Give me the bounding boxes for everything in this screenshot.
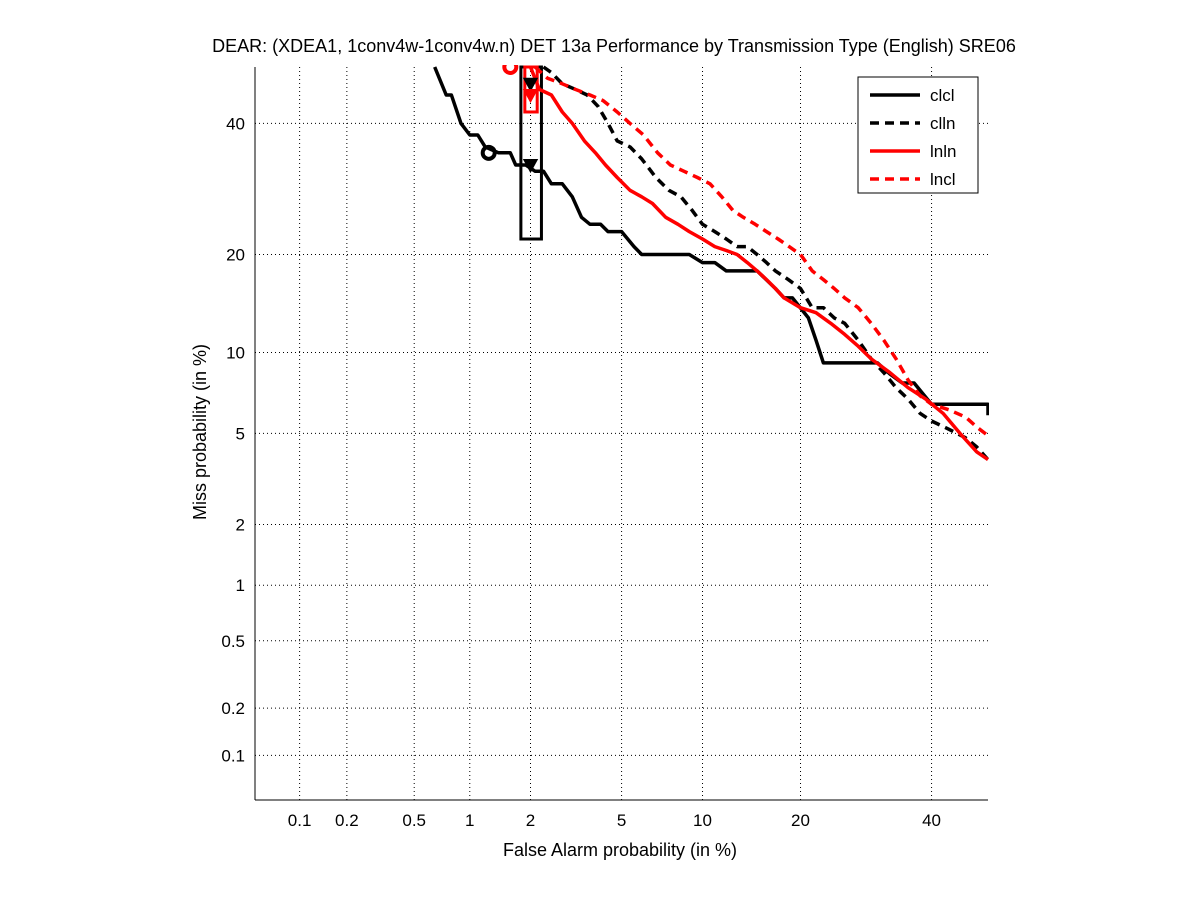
legend-label-clcl: clcl (930, 86, 955, 105)
chart-title: DEAR: (XDEA1, 1conv4w-1conv4w.n) DET 13a… (212, 36, 1016, 56)
x-tick-label: 10 (693, 811, 712, 830)
y-tick-label: 0.2 (221, 699, 245, 718)
y-tick-label: 10 (226, 343, 245, 362)
marker-lncl-triangle (522, 88, 539, 104)
x-tick-label: 0.5 (402, 811, 426, 830)
y-tick-label: 2 (236, 515, 245, 534)
legend-label-lncl: lncl (930, 170, 956, 189)
x-tick-label: 20 (791, 811, 810, 830)
y-tick-label: 5 (236, 424, 245, 443)
legend-label-clln: clln (930, 114, 956, 133)
series-line-clln (542, 65, 989, 461)
marker-lnln-circle (502, 65, 519, 75)
y-tick-label: 1 (236, 576, 245, 595)
curves-group (433, 65, 989, 462)
series-line-lnln (528, 66, 989, 462)
plot-area: 0.1 0.2 0.5 1 2 5 10 20 40 0.1 0.2 0.5 1 2 5 10 20 40 (221, 65, 989, 830)
legend: clcl clln lnln lncl (857, 76, 979, 194)
marker-clcl-circle (480, 144, 497, 161)
y-axis-title: Miss probability (in %) (190, 344, 210, 520)
y-tick-label: 40 (226, 114, 245, 133)
y-tick-label: 0.5 (221, 632, 245, 651)
x-tick-label: 0.2 (335, 811, 359, 830)
x-tick-label: 2 (526, 811, 535, 830)
x-tick-label: 1 (465, 811, 474, 830)
y-tick-label: 0.1 (221, 746, 245, 765)
x-tick-label: 0.1 (288, 811, 312, 830)
x-tick-label: 40 (922, 811, 941, 830)
series-line-lncl (533, 65, 989, 437)
x-tick-label: 5 (617, 811, 626, 830)
marker-clcl-triangle (522, 158, 539, 174)
y-tick-label: 20 (226, 245, 245, 264)
legend-label-lnln: lnln (930, 142, 956, 161)
x-axis-title: False Alarm probability (in %) (503, 840, 737, 860)
marker-clln-triangle (522, 77, 539, 92)
